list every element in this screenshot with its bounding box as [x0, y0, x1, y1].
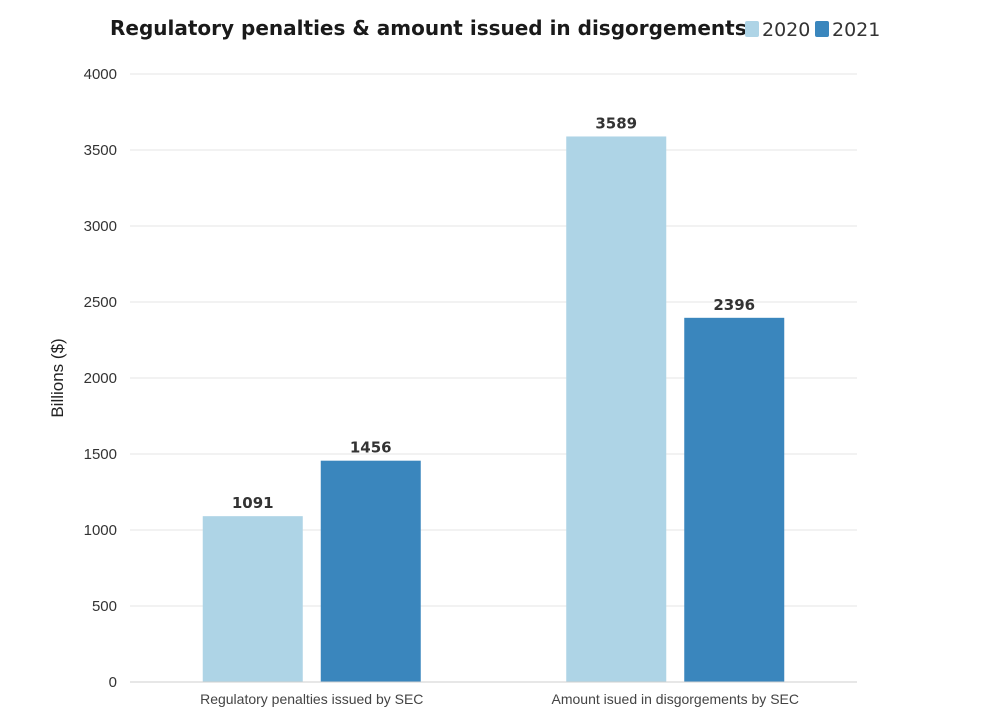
- legend: 2020 2021: [745, 19, 880, 41]
- y-tick-label-3000: 3000: [84, 218, 117, 235]
- y-tick-label-0: 0: [109, 674, 117, 691]
- y-tick-label-500: 500: [92, 598, 117, 615]
- category-label-1: Amount isued in disgorgements by SEC: [552, 691, 799, 707]
- data-label-2020-0: 1091: [232, 494, 274, 512]
- data-label-2020-1: 3589: [595, 114, 637, 132]
- y-axis-label: Billions ($): [48, 338, 67, 417]
- bar-2021-1: [684, 317, 785, 682]
- y-tick-label-2000: 2000: [84, 370, 117, 387]
- y-tick-label-4000: 4000: [84, 66, 117, 83]
- y-tick-label-1000: 1000: [84, 522, 117, 539]
- data-label-2021-1: 2396: [713, 296, 755, 314]
- bar-2020-1: [566, 136, 667, 683]
- y-tick-label-3500: 3500: [84, 142, 117, 159]
- bar-2020-0: [202, 516, 303, 682]
- y-tick-label-1500: 1500: [84, 446, 117, 463]
- bars: [202, 136, 785, 683]
- category-label-0: Regulatory penalties issued by SEC: [200, 691, 423, 707]
- bar-2021-0: [320, 460, 421, 682]
- x-axis-categories: Regulatory penalties issued by SEC Amount…: [200, 691, 799, 707]
- data-label-2021-0: 1456: [350, 439, 392, 457]
- legend-swatch-2021: [815, 21, 829, 37]
- data-labels: 1091 1456 3589 2396: [232, 114, 755, 512]
- y-tick-label-2500: 2500: [84, 294, 117, 311]
- legend-swatch-2020: [745, 21, 759, 37]
- y-axis-ticks: 0 500 1000 1500 2000 2500 3000 3500 4000: [84, 66, 117, 691]
- legend-label-2021: 2021: [832, 19, 880, 41]
- chart-title: Regulatory penalties & amount issued in …: [110, 16, 747, 40]
- legend-label-2020: 2020: [762, 19, 810, 41]
